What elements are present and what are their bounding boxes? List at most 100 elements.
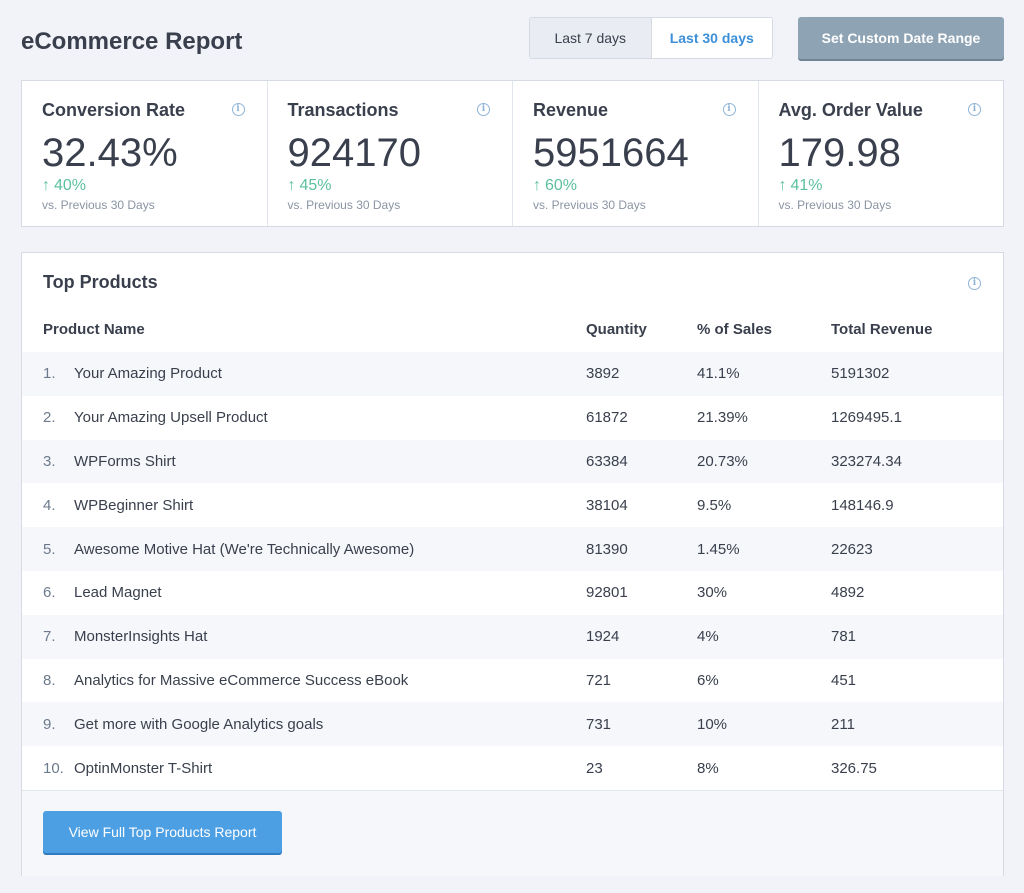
info-icon[interactable]: i <box>968 103 981 116</box>
top-products-card: Top Products i Product Name Quantity % o… <box>21 252 1004 876</box>
row-number: 9. <box>43 715 56 733</box>
products-table-body: 1. Your Amazing Product 3892 41.1% 51913… <box>22 352 1003 791</box>
date-range-toggle: Last 7 days Last 30 days <box>529 17 773 59</box>
kpi-change: ↑ 40% <box>42 177 247 195</box>
arrow-up-icon: ↑ <box>533 177 541 194</box>
product-name: OptinMonster T-Shirt <box>74 759 213 777</box>
percent-of-sales-cell: 8% <box>697 759 719 777</box>
kpi-revenue: Revenue i 5951664 ↑ 60% vs. Previous 30 … <box>513 81 759 226</box>
quantity-cell: 1924 <box>586 628 620 646</box>
total-revenue-cell: 22623 <box>831 540 873 558</box>
product-name: Get more with Google Analytics goals <box>74 715 324 733</box>
percent-of-sales-cell: 6% <box>697 671 719 689</box>
table-row: 10. OptinMonster T-Shirt 23 8% 326.75 <box>22 746 1003 790</box>
info-icon[interactable]: i <box>722 103 736 116</box>
table-row: 2. Your Amazing Upsell Product 61872 21.… <box>22 396 1003 440</box>
kpi-row: Conversion Rate i 32.43% ↑ 40% vs. Previ… <box>21 80 1004 227</box>
kpi-change-value: 60% <box>545 177 578 194</box>
table-row: 9. Get more with Google Analytics goals … <box>22 702 1003 747</box>
kpi-conversion-rate: Conversion Rate i 32.43% ↑ 40% vs. Previ… <box>22 81 268 226</box>
kpi-avg-order-value: Avg. Order Value i 179.98 ↑ 41% vs. Prev… <box>759 81 1004 226</box>
kpi-value: 5951664 <box>533 131 689 175</box>
info-icon[interactable]: i <box>477 103 490 116</box>
info-icon[interactable]: i <box>231 103 245 116</box>
total-revenue-cell: 1269495.1 <box>831 409 902 427</box>
top-products-footer: View Full Top Products Report <box>22 791 1003 876</box>
table-row: 7. MonsterInsights Hat 1924 4% 781 <box>22 614 1003 659</box>
quantity-cell: 61872 <box>586 409 628 427</box>
percent-of-sales-cell: 21.39% <box>697 409 748 427</box>
kpi-value: 32.43% <box>42 131 178 175</box>
kpi-change: ↑ 60% <box>533 177 738 195</box>
product-name: Analytics for Massive eCommerce Success … <box>74 671 409 689</box>
kpi-compare: vs. Previous 30 Days <box>287 198 401 212</box>
kpi-change-value: 40% <box>54 177 87 194</box>
view-full-top-products-report-button[interactable]: View Full Top Products Report <box>43 811 282 853</box>
kpi-change: ↑ 41% <box>779 177 984 195</box>
kpi-title: Transactions <box>287 100 399 120</box>
quantity-cell: 63384 <box>586 452 628 470</box>
total-revenue-cell: 4892 <box>831 584 865 602</box>
quantity-cell: 23 <box>586 759 603 777</box>
total-revenue-cell: 323274.34 <box>831 452 902 470</box>
quantity-cell: 721 <box>586 671 612 689</box>
kpi-compare: vs. Previous 30 Days <box>533 198 646 212</box>
last-30-days-button[interactable]: Last 30 days <box>651 18 772 58</box>
total-revenue-cell: 148146.9 <box>831 496 894 514</box>
kpi-change: ↑ 45% <box>288 177 493 195</box>
percent-of-sales-cell: 41.1% <box>697 365 740 383</box>
last-7-days-button[interactable]: Last 7 days <box>530 18 652 58</box>
total-revenue-cell: 326.75 <box>831 759 877 777</box>
table-row: 1. Your Amazing Product 3892 41.1% 51913… <box>22 352 1003 396</box>
kpi-title: Revenue <box>533 100 609 120</box>
kpi-title: Avg. Order Value <box>778 100 923 120</box>
kpi-value: 179.98 <box>778 131 901 175</box>
kpi-compare: vs. Previous 30 Days <box>42 198 155 212</box>
row-number: 6. <box>43 584 56 602</box>
row-number: 2. <box>43 409 56 427</box>
row-number: 5. <box>43 540 56 558</box>
percent-of-sales-cell: 1.45% <box>697 540 740 558</box>
percent-of-sales-cell: 9.5% <box>697 496 732 514</box>
set-custom-date-range-button[interactable]: Set Custom Date Range <box>798 17 1004 59</box>
product-name: Awesome Motive Hat (We're Technically Aw… <box>74 540 415 558</box>
total-revenue-cell: 211 <box>831 715 855 733</box>
row-number: 10. <box>43 759 64 777</box>
kpi-compare: vs. Previous 30 Days <box>778 198 892 212</box>
row-number: 7. <box>43 628 56 646</box>
quantity-cell: 92801 <box>586 584 628 602</box>
row-number: 3. <box>43 452 56 470</box>
column-header-quantity: Quantity <box>586 321 647 338</box>
quantity-cell: 3892 <box>586 365 620 383</box>
product-name: Your Amazing Product <box>74 365 222 383</box>
product-name: Lead Magnet <box>74 584 162 602</box>
info-icon[interactable]: i <box>968 277 981 290</box>
quantity-cell: 731 <box>586 715 612 733</box>
product-name: Your Amazing Upsell Product <box>74 409 268 427</box>
kpi-title: Conversion Rate <box>42 100 186 120</box>
arrow-up-icon: ↑ <box>42 177 50 194</box>
percent-of-sales-cell: 30% <box>697 584 728 602</box>
table-row: 6. Lead Magnet 92801 30% 4892 <box>22 571 1003 615</box>
top-products-title: Top Products <box>43 272 158 292</box>
percent-of-sales-cell: 20.73% <box>697 452 748 470</box>
quantity-cell: 38104 <box>586 496 628 514</box>
total-revenue-cell: 5191302 <box>831 365 890 383</box>
product-name: MonsterInsights Hat <box>74 628 208 646</box>
column-header-total-revenue: Total Revenue <box>831 321 933 338</box>
row-number: 4. <box>43 496 56 514</box>
kpi-transactions: Transactions i 924170 ↑ 45% vs. Previous… <box>268 81 513 226</box>
table-row: 3. WPForms Shirt 63384 20.73% 323274.34 <box>22 439 1003 484</box>
kpi-change-value: 45% <box>299 177 332 194</box>
kpi-value: 924170 <box>287 131 421 175</box>
arrow-up-icon: ↑ <box>287 177 296 194</box>
percent-of-sales-cell: 4% <box>697 628 719 646</box>
column-header-product-name: Product Name <box>43 321 145 338</box>
kpi-change-value: 41% <box>790 177 823 194</box>
percent-of-sales-cell: 10% <box>697 715 728 733</box>
row-number: 8. <box>43 671 56 689</box>
arrow-up-icon: ↑ <box>778 177 787 194</box>
table-row: 5. Awesome Motive Hat (We're Technically… <box>22 527 1003 571</box>
row-number: 1. <box>43 365 56 383</box>
table-row: 4. WPBeginner Shirt 38104 9.5% 148146.9 <box>22 483 1003 527</box>
